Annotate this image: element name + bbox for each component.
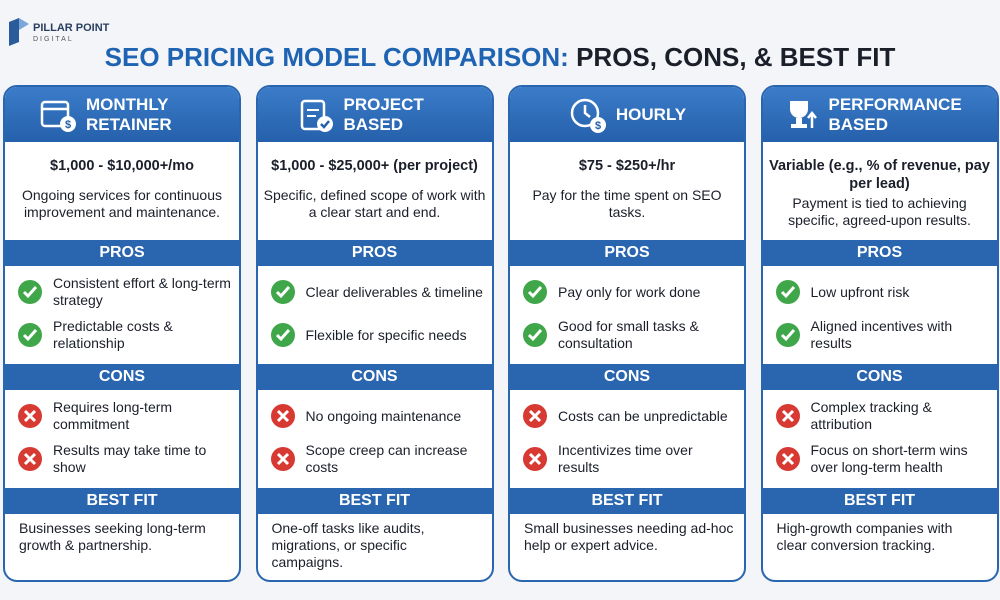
card-icon xyxy=(296,96,334,134)
best-fit-text: Businesses seeking long-term growth & pa… xyxy=(19,520,206,553)
best-fit-bar: BEST FIT xyxy=(257,488,492,514)
card-header: PERFORMANCE BASED xyxy=(762,87,997,142)
pro-text: Flexible for specific needs xyxy=(305,326,467,343)
con-item: Incentivizes time over results xyxy=(522,439,736,479)
price: $1,000 - $25,000+ (per project) xyxy=(271,158,478,174)
con-text: Scope creep can increase costs xyxy=(305,442,468,475)
x-icon xyxy=(775,446,801,472)
pro-text: Pay only for work done xyxy=(558,283,701,300)
description: Payment is tied to achieving specific, a… xyxy=(788,195,971,228)
cons-bar: CONS xyxy=(510,364,744,390)
pro-text: Aligned incentives with results xyxy=(810,318,953,351)
pro-item: Consistent effort & long-term strategy xyxy=(17,272,231,312)
con-text: Results may take time to show xyxy=(53,442,207,475)
check-icon xyxy=(775,279,801,305)
x-icon xyxy=(270,446,296,472)
description: Pay for the time spent on SEO tasks. xyxy=(532,187,722,220)
best-fit-text: One-off tasks like audits, migrations, o… xyxy=(271,520,425,570)
pro-item: Predictable costs & relationship xyxy=(17,315,231,355)
pros-bar: PROS xyxy=(257,240,492,266)
pro-text: Predictable costs & relationship xyxy=(53,318,173,351)
pros-bar: PROS xyxy=(510,240,744,266)
best-fit-bar: BEST FIT xyxy=(762,488,997,514)
pro-text: Low upfront risk xyxy=(810,283,910,300)
x-icon xyxy=(17,403,43,429)
card-header: PROJECT BASED xyxy=(257,87,492,142)
description: Specific, defined scope of work with a c… xyxy=(263,187,486,220)
pros-bar: PROS xyxy=(5,240,239,266)
x-icon xyxy=(775,403,801,429)
price: $1,000 - $10,000+/mo xyxy=(50,158,194,174)
cons-bar: CONS xyxy=(5,364,239,390)
x-icon xyxy=(17,446,43,472)
svg-text:$: $ xyxy=(595,120,601,132)
svg-text:$: $ xyxy=(65,119,71,131)
card-name: PROJECT BASED xyxy=(343,94,424,134)
card-header: $ MONTHLY RETAINER xyxy=(5,87,239,142)
pros-bar: PROS xyxy=(762,240,997,266)
best-fit-text: Small businesses needing ad-hoc help or … xyxy=(524,520,734,553)
con-item: Focus on short-term wins over long-term … xyxy=(775,439,989,479)
con-item: Complex tracking & attribution xyxy=(775,396,989,436)
con-text: Incentivizes time over results xyxy=(558,442,693,475)
con-item: Requires long-term commitment xyxy=(17,396,231,436)
check-icon xyxy=(270,279,296,305)
pro-item: Aligned incentives with results xyxy=(775,315,989,355)
con-item: Costs can be unpredictable xyxy=(522,396,736,436)
card-icon xyxy=(781,96,819,134)
con-text: Costs can be unpredictable xyxy=(558,407,728,424)
card-name: PERFORMANCE BASED xyxy=(828,94,962,134)
pro-item: Clear deliverables & timeline xyxy=(270,272,484,312)
con-text: Complex tracking & attribution xyxy=(810,399,932,432)
check-icon xyxy=(17,322,43,348)
pro-item: Good for small tasks & consultation xyxy=(522,315,736,355)
card-header: $ HOURLY xyxy=(510,87,744,142)
con-item: No ongoing maintenance xyxy=(270,396,484,436)
cons-bar: CONS xyxy=(257,364,492,390)
con-text: Focus on short-term wins over long-term … xyxy=(810,442,968,475)
x-icon xyxy=(522,446,548,472)
cons-bar: CONS xyxy=(762,364,997,390)
pro-item: Low upfront risk xyxy=(775,272,989,312)
x-icon xyxy=(270,403,296,429)
best-fit-bar: BEST FIT xyxy=(5,488,239,514)
check-icon xyxy=(270,322,296,348)
card-name: HOURLY xyxy=(615,104,687,124)
pro-text: Good for small tasks & consultation xyxy=(558,318,699,351)
pricing-card: $ HOURLY $75 - $250+/hr Pay for the time sp… xyxy=(508,85,746,582)
best-fit-bar: BEST FIT xyxy=(510,488,744,514)
pro-text: Clear deliverables & timeline xyxy=(305,283,483,300)
pricing-card: PROJECT BASED $1,000 - $25,000+ (per proj… xyxy=(255,85,494,582)
title-highlight: SEO PRICING MODEL COMPARISON: xyxy=(104,42,569,72)
pro-text: Consistent effort & long-term strategy xyxy=(53,275,231,308)
best-fit-text: High-growth companies with clear convers… xyxy=(776,520,953,553)
price: Variable (e.g., % of revenue, pay per le… xyxy=(769,158,990,192)
pro-item: Flexible for specific needs xyxy=(270,315,484,355)
con-text: Requires long-term commitment xyxy=(53,399,173,432)
con-item: Results may take time to show xyxy=(17,439,231,479)
pricing-card: PERFORMANCE BASED Variable (e.g., % of re… xyxy=(760,85,999,582)
con-item: Scope creep can increase costs xyxy=(270,439,484,479)
check-icon xyxy=(522,279,548,305)
x-icon xyxy=(522,403,548,429)
check-icon xyxy=(522,322,548,348)
check-icon xyxy=(775,322,801,348)
logo-name: PILLAR POINT xyxy=(33,22,110,34)
description: Ongoing services for continuous improvem… xyxy=(22,187,222,220)
price: $75 - $250+/hr xyxy=(578,158,676,174)
title: SEO PRICING MODEL COMPARISON: PROS, CONS… xyxy=(0,42,1000,73)
pricing-card: $ MONTHLY RETAINER $1,000 - $10,000+/mo Ong… xyxy=(3,85,241,582)
card-icon: $ xyxy=(38,96,76,134)
card-icon: $ xyxy=(568,96,606,134)
logo-icon xyxy=(9,18,29,46)
card-name: MONTHLY RETAINER xyxy=(86,94,172,134)
pro-item: Pay only for work done xyxy=(522,272,736,312)
con-text: No ongoing maintenance xyxy=(305,407,462,424)
logo-tagline: DIGITAL xyxy=(33,36,74,43)
check-icon xyxy=(17,279,43,305)
title-rest: PROS, CONS, & BEST FIT xyxy=(576,42,896,72)
